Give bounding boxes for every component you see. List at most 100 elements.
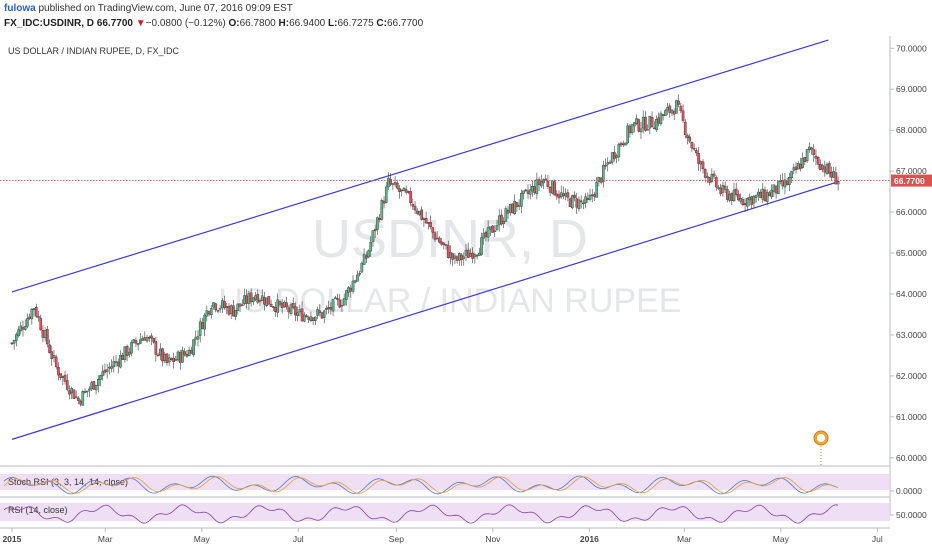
candle-body <box>577 199 581 209</box>
candle-body <box>528 189 532 195</box>
candle-body <box>759 192 762 198</box>
candle-body <box>380 200 384 220</box>
candle-body <box>72 389 76 399</box>
candle-body <box>65 380 69 390</box>
candle-body <box>553 181 556 196</box>
candle-body <box>482 233 486 239</box>
candle-body <box>655 119 658 131</box>
author-link[interactable]: fulowa <box>4 3 36 14</box>
candle-body <box>582 202 585 205</box>
y-tick-label: 62.0000 <box>896 371 927 381</box>
y-tick-label: 68.0000 <box>896 125 927 135</box>
candle-body <box>415 210 419 214</box>
candle-body <box>269 303 273 307</box>
candle-body <box>765 192 769 202</box>
candle-body <box>442 242 446 246</box>
candle-body <box>721 185 725 193</box>
candle-body <box>495 225 499 230</box>
candle-body <box>15 334 18 341</box>
candle-body <box>163 353 167 361</box>
candle-body <box>606 162 610 165</box>
candle-body <box>566 192 570 198</box>
candle-body <box>409 191 412 204</box>
candle-body <box>440 241 443 245</box>
candle-body <box>564 193 567 197</box>
candle-body <box>717 187 720 189</box>
candle-body <box>517 204 521 207</box>
candle-body <box>141 338 144 341</box>
candle-body <box>458 253 461 261</box>
candle-body <box>134 340 138 344</box>
candle-body <box>679 105 683 112</box>
candle-body <box>32 308 36 310</box>
x-tick-label: Sep <box>389 534 404 544</box>
candle-body <box>794 166 798 171</box>
close-value: 66.7700 <box>386 18 424 29</box>
change-value: −0.0800 (−0.12%) <box>145 18 226 29</box>
candle-body <box>471 252 474 259</box>
candle-body <box>595 182 598 198</box>
candle-body <box>690 142 694 149</box>
open-label: O: <box>228 18 240 29</box>
candle-body <box>119 354 122 368</box>
candle-body <box>832 171 835 178</box>
candle-body <box>152 338 155 343</box>
candle-body <box>462 256 466 259</box>
candle-body <box>334 297 337 300</box>
candle-body <box>648 115 652 129</box>
candle-body <box>411 204 415 207</box>
candle-body <box>639 128 643 133</box>
channel-upper-line <box>11 39 829 293</box>
candle-body <box>54 356 58 368</box>
candle-body <box>291 302 295 308</box>
symbol-label[interactable]: FX_IDC:USDINR, D <box>4 18 95 29</box>
candle-body <box>761 188 765 200</box>
candle-body <box>276 299 280 313</box>
candle-body <box>708 177 711 183</box>
candle-body <box>289 304 293 314</box>
candle-body <box>198 321 202 336</box>
candle-body <box>325 307 328 310</box>
candle-body <box>147 337 151 339</box>
candle-body <box>396 182 399 189</box>
candle-body <box>533 186 536 193</box>
candle-body <box>688 136 692 142</box>
candle-body <box>559 192 563 198</box>
candle-body <box>668 105 672 113</box>
candle-body <box>745 198 749 207</box>
candle-body <box>531 186 534 192</box>
candle-body <box>101 371 105 376</box>
candle-body <box>209 308 213 316</box>
candle-body <box>249 292 253 303</box>
candle-body <box>234 310 237 317</box>
open-value: 66.7800 <box>239 18 276 29</box>
candle-body <box>768 192 771 197</box>
candle-body <box>608 161 612 164</box>
candle-body <box>497 215 501 225</box>
y-tick-label: 67.0000 <box>896 166 927 176</box>
candle-body <box>52 355 56 358</box>
candle-body <box>271 306 275 308</box>
candle-body <box>763 189 767 202</box>
high-value: 66.9400 <box>289 18 326 29</box>
candle-body <box>446 245 450 259</box>
candle-body <box>590 194 594 196</box>
candle-body <box>79 400 82 405</box>
candle-body <box>57 367 60 376</box>
candle-body <box>41 330 45 338</box>
candle-body <box>546 180 550 187</box>
candle-body <box>183 351 186 355</box>
candle-body <box>238 303 242 307</box>
candle-body <box>664 110 667 117</box>
candle-body <box>404 189 408 193</box>
candle-body <box>484 232 488 238</box>
candle-body <box>307 317 311 320</box>
candle-body <box>172 357 175 362</box>
candle-body <box>39 317 43 331</box>
candle-body <box>278 301 282 305</box>
candle-body <box>178 352 182 363</box>
candle-body <box>116 361 120 367</box>
candle-body <box>26 318 29 327</box>
candle-body <box>194 337 198 340</box>
